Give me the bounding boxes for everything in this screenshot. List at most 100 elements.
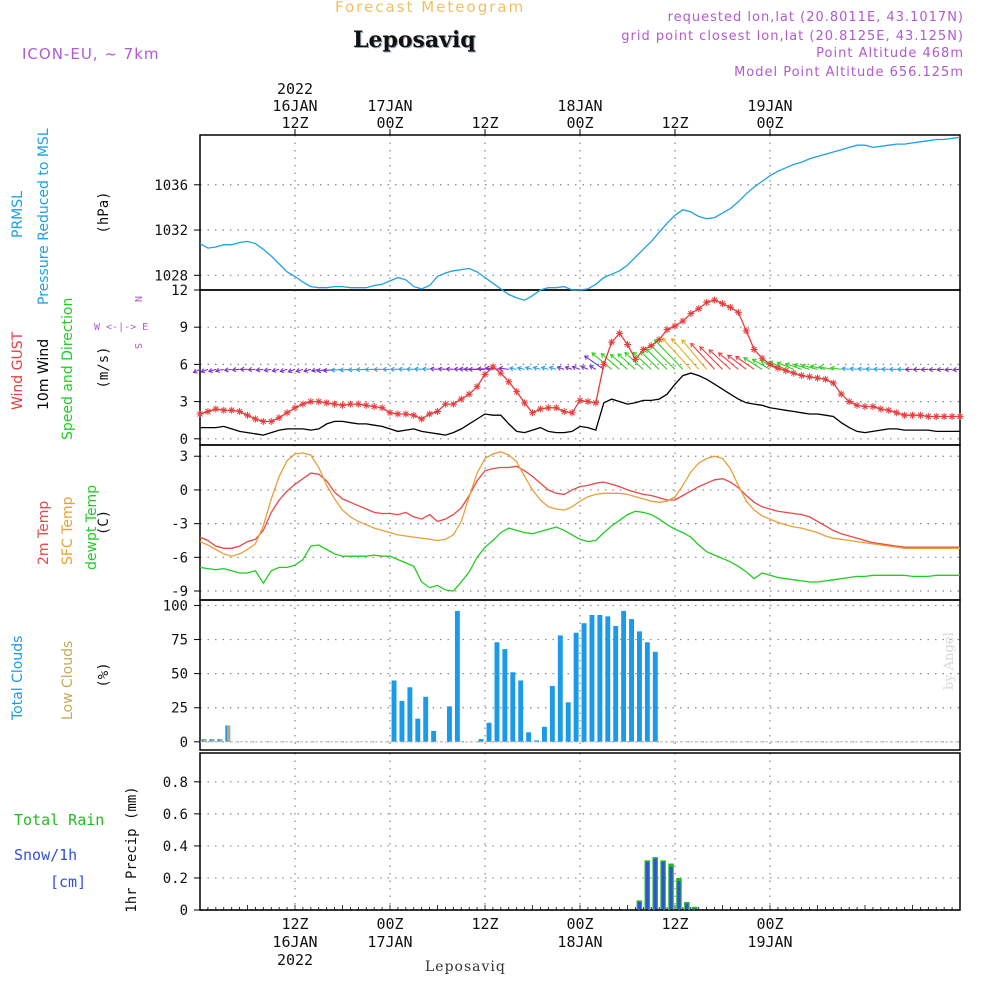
wind-direction-arrow xyxy=(517,367,525,370)
wind-direction-arrow xyxy=(272,368,280,372)
wind-side-label: Speed and Direction xyxy=(60,298,76,440)
temperature-ylabel: (C) xyxy=(96,510,112,535)
precip-panel: 0 0.2 0.4 0.6 0.8 1hr Precip (mm) xyxy=(124,752,961,919)
wind-arrow-head xyxy=(295,368,301,374)
wind-direction-arrow xyxy=(945,368,953,371)
wind-gust-marker xyxy=(853,401,861,409)
wind-gust-marker xyxy=(354,400,362,408)
precip-ylabel: 1hr Precip (mm) xyxy=(124,786,140,912)
wind-arrow-head xyxy=(453,366,458,372)
wind-direction-arrow xyxy=(193,368,201,373)
wind-gust-marker xyxy=(655,336,663,344)
wind-gust-marker xyxy=(885,406,893,414)
top-time-label: 12Z xyxy=(281,114,308,132)
wind-gust-marker xyxy=(521,399,529,407)
wind-arrow-head xyxy=(421,366,427,372)
wind-arrow-head xyxy=(699,345,704,351)
wind-gust-marker xyxy=(212,405,220,413)
wind-arrow-head xyxy=(476,366,482,372)
temp-2m-line xyxy=(199,465,960,549)
wind-gust-marker xyxy=(283,409,291,417)
clouds-side-label: Low Clouds xyxy=(60,641,76,720)
wind-gust-marker xyxy=(536,405,544,413)
wind-gust-marker xyxy=(877,405,885,413)
precip-ytick-label: 0 xyxy=(180,903,188,919)
wind-direction-arrow xyxy=(646,348,668,370)
snow-bar xyxy=(685,903,689,910)
wind-panel: 0 3 6 9 12 (m/s) Wind GUST 10m Wind Speed and Di… xyxy=(10,283,961,448)
clouds-ytick-label: 0 xyxy=(180,735,188,751)
wind-arrow-head xyxy=(571,365,577,371)
wind-gust-marker xyxy=(829,379,837,387)
wind-ytick-label: 12 xyxy=(171,283,188,299)
clouds-ytick-label: 75 xyxy=(171,633,188,649)
wind-arrow-head xyxy=(508,366,514,372)
wind-gust-marker xyxy=(869,403,877,411)
wind-gust-marker xyxy=(940,412,948,420)
wind-direction-arrow xyxy=(208,368,216,372)
wind-direction-arrow xyxy=(752,358,771,370)
wind-gust-marker xyxy=(529,409,536,417)
wind-gust-marker xyxy=(671,322,679,330)
wind-gust-marker xyxy=(703,298,711,306)
total-clouds-bar xyxy=(637,631,642,742)
wind-gust-marker xyxy=(291,404,299,412)
wind-arrow-head xyxy=(231,367,237,373)
total-clouds-bar xyxy=(415,718,421,742)
wind-gust-marker xyxy=(592,399,600,407)
total-clouds-bar xyxy=(621,610,627,742)
wind-direction-arrow xyxy=(200,368,209,373)
wind-gust-marker xyxy=(901,411,909,419)
wind-gust-marker xyxy=(236,408,244,416)
supertitle: Forecast Meteogram xyxy=(335,0,526,16)
precip-side-label-snow: Snow/1h xyxy=(14,846,77,864)
wind-gust-marker xyxy=(386,409,394,417)
wind-gust-marker xyxy=(663,326,671,334)
bottom-time-label: 17JAN xyxy=(367,933,412,951)
wind-arrow-head xyxy=(255,367,261,373)
wind-direction-arrow xyxy=(735,356,755,370)
wind-direction-arrow xyxy=(541,366,549,370)
wind-direction-arrow xyxy=(785,363,802,370)
wind-gust-marker xyxy=(441,400,449,408)
wind-arrow-head xyxy=(864,366,870,372)
pressure-ylabel: (hPa) xyxy=(96,191,112,233)
wind-arrow-head xyxy=(872,366,878,372)
wind-arrow-head xyxy=(617,353,623,358)
wind-gust-marker xyxy=(790,369,798,377)
top-time-label: 16JAN xyxy=(272,97,317,115)
bottom-time-label: 12Z xyxy=(661,915,688,933)
total-clouds-bar xyxy=(644,642,650,742)
wind-direction-arrow xyxy=(727,354,747,370)
wind-direction-arrow xyxy=(654,339,684,370)
wind-gust-marker xyxy=(449,400,457,408)
clouds-frame xyxy=(199,599,961,751)
wind-gust-marker xyxy=(307,398,315,406)
wind-gust-marker xyxy=(600,360,608,368)
wind-gust-marker xyxy=(821,375,829,383)
wind-direction-arrow xyxy=(794,364,810,370)
wind-arrow-head xyxy=(338,367,344,373)
wind-gust-marker xyxy=(196,410,204,418)
wind-direction-arrow xyxy=(499,367,509,370)
wind-gust-marker xyxy=(909,411,916,419)
wind-arrow-head xyxy=(726,354,732,360)
wind-arrow-head xyxy=(516,365,522,372)
wind-arrow-head xyxy=(223,367,229,373)
top-time-label: 12Z xyxy=(661,114,688,132)
wind-arrow-head xyxy=(734,355,740,361)
wind-gust-marker xyxy=(758,354,766,362)
wind-gust-marker xyxy=(782,367,790,375)
wind-ytick-label: 6 xyxy=(180,357,188,373)
compass-north-label: N xyxy=(132,296,143,302)
wind-direction-arrow xyxy=(681,339,708,370)
wind-direction-arrow xyxy=(649,344,676,370)
wind-gust-marker xyxy=(552,404,560,412)
model-point-altitude: Model Point Altitude 656.125m xyxy=(734,65,964,80)
total-clouds-bar xyxy=(431,730,437,742)
wind-arrow-head xyxy=(743,357,748,362)
wind-arrow-head xyxy=(591,352,597,357)
wind-arrow-head xyxy=(928,366,933,373)
clouds-ytick-label: 100 xyxy=(163,598,188,614)
wind-arrow-head xyxy=(389,366,395,372)
